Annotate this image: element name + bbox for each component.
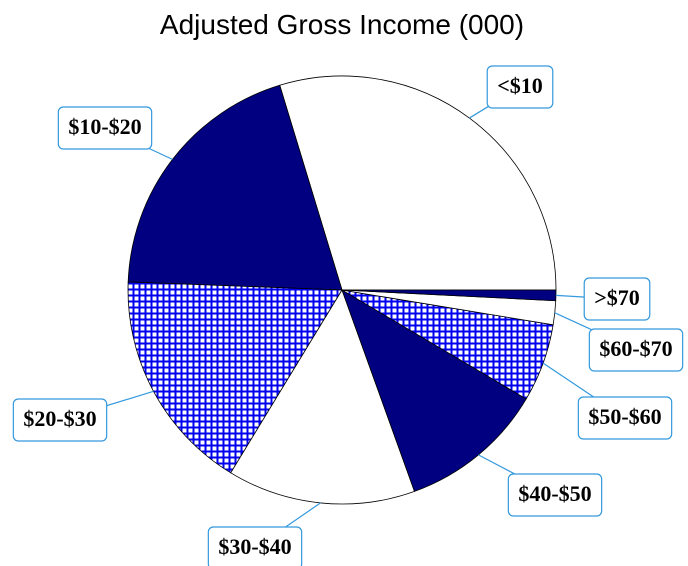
chart-title: Adjusted Gross Income (000)	[160, 9, 524, 40]
label-box	[588, 328, 684, 372]
label-box	[207, 526, 303, 566]
pie-slice	[127, 281, 343, 474]
slice-label: <$10	[497, 73, 543, 98]
label-box	[12, 398, 108, 442]
label-box	[486, 65, 554, 109]
label-box	[507, 473, 603, 517]
slice-label: $20-$30	[23, 406, 96, 431]
label-box	[577, 396, 673, 440]
pie-slice	[230, 289, 416, 505]
slice-label: $10-$20	[68, 114, 141, 139]
slice-label: $60-$70	[599, 336, 672, 361]
pie-slice	[341, 289, 527, 492]
label-box	[583, 277, 651, 321]
slice-label: $40-$50	[518, 481, 591, 506]
pie-slice	[279, 75, 557, 291]
slice-label: >$70	[594, 285, 640, 310]
slice-label: $30-$40	[218, 534, 291, 559]
label-box	[57, 106, 153, 150]
slice-label: $50-$60	[588, 404, 661, 429]
